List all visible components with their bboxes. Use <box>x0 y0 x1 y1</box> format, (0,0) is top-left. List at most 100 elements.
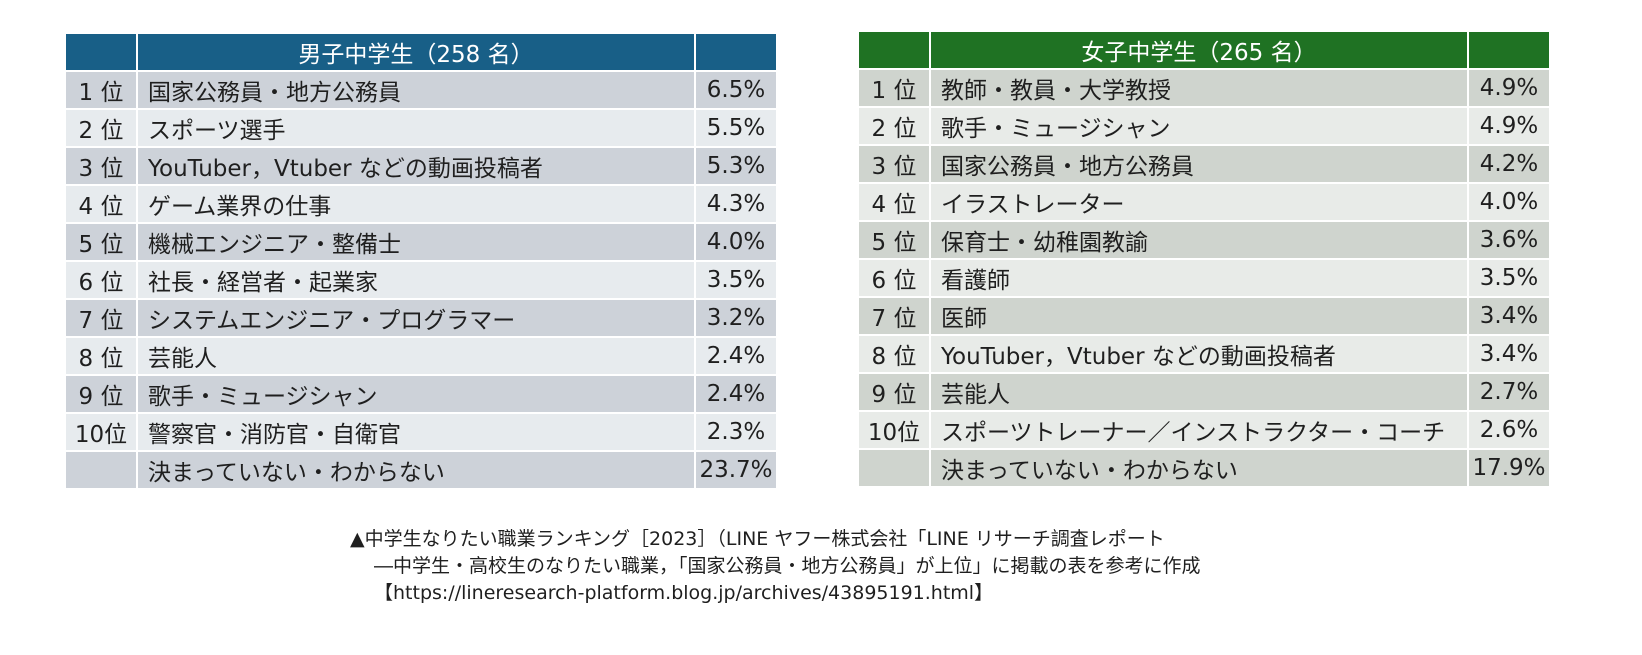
job-name-cell: 芸能人 <box>136 336 696 376</box>
table-header-row: 女子中学生（265 名） <box>857 30 1551 70</box>
job-name-cell: 決まっていない・わからない <box>136 450 696 490</box>
percentage-cell: 6.5% <box>694 70 778 110</box>
table-row: 1 位国家公務員・地方公務員 6.5% <box>64 70 778 110</box>
table-row: 決まっていない・わからない 23.7% <box>64 450 778 490</box>
table-row: 8 位 YouTuber，Vtuber などの動画投稿者 3.4% <box>857 334 1551 374</box>
table-row: 5 位保育士・幼稚園教諭 3.6% <box>857 220 1551 260</box>
table-row: 6 位社長・経営者・起業家 3.5% <box>64 260 778 300</box>
percentage-cell: 4.9% <box>1467 106 1551 146</box>
percentage-cell: 2.4% <box>694 336 778 376</box>
percentage-cell: 2.3% <box>694 412 778 452</box>
rank-cell: 7 位 <box>857 296 931 336</box>
rank-cell: 2 位 <box>64 108 138 148</box>
table-row: 2 位スポーツ選手 5.5% <box>64 108 778 148</box>
table-row: 9 位歌手・ミュージシャン 2.4% <box>64 374 778 414</box>
table-row: 3 位国家公務員・地方公務員 4.2% <box>857 144 1551 184</box>
header-blank-cell <box>64 32 138 72</box>
job-name-cell: システムエンジニア・プログラマー <box>136 298 696 338</box>
percentage-cell: 17.9% <box>1467 448 1551 488</box>
rank-cell: 2 位 <box>857 106 931 146</box>
table-row: 10位 スポーツトレーナー／インストラクター・コーチ 2.6% <box>857 410 1551 450</box>
table-row: 5 位機械エンジニア・整備士 4.0% <box>64 222 778 262</box>
percentage-cell: 4.9% <box>1467 68 1551 108</box>
percentage-cell: 4.2% <box>1467 144 1551 184</box>
table-row: 決まっていない・わからない 17.9% <box>857 448 1551 488</box>
percentage-cell: 3.2% <box>694 298 778 338</box>
rank-cell: 1 位 <box>857 68 931 108</box>
job-name-cell: 社長・経営者・起業家 <box>136 260 696 300</box>
percentage-cell: 2.6% <box>1467 410 1551 450</box>
job-name-cell: 決まっていない・わからない <box>929 448 1469 488</box>
job-name-cell: 保育士・幼稚園教諭 <box>929 220 1469 260</box>
rank-cell: 7 位 <box>64 298 138 338</box>
job-name-cell: 教師・教員・大学教授 <box>929 68 1469 108</box>
rank-cell <box>64 450 138 490</box>
percentage-cell: 2.7% <box>1467 372 1551 412</box>
table-row: 6 位看護師 3.5% <box>857 258 1551 298</box>
rank-cell: 6 位 <box>857 258 931 298</box>
rank-cell: 5 位 <box>64 222 138 262</box>
rank-cell: 4 位 <box>857 182 931 222</box>
rank-cell: 8 位 <box>64 336 138 376</box>
percentage-cell: 3.5% <box>1467 258 1551 298</box>
percentage-cell: 5.3% <box>694 146 778 186</box>
rank-cell: 6 位 <box>64 260 138 300</box>
job-name-cell: 歌手・ミュージシャン <box>929 106 1469 146</box>
table-row: 9 位芸能人 2.7% <box>857 372 1551 412</box>
job-name-cell: 機械エンジニア・整備士 <box>136 222 696 262</box>
job-name-cell: ゲーム業界の仕事 <box>136 184 696 224</box>
boys-table-title: 男子中学生（258 名） <box>136 32 696 72</box>
caption-line-3: 【https://lineresearch-platform.blog.jp/a… <box>374 582 994 604</box>
percentage-cell: 23.7% <box>694 450 778 490</box>
girls-table-body: 1 位教師・教員・大学教授 4.9% 2 位歌手・ミュージシャン 4.9% 3 位国家公… <box>857 68 1551 488</box>
table-row: 1 位教師・教員・大学教授 4.9% <box>857 68 1551 108</box>
rank-cell: 9 位 <box>857 372 931 412</box>
job-name-cell: 芸能人 <box>929 372 1469 412</box>
job-name-cell: 看護師 <box>929 258 1469 298</box>
percentage-cell: 3.4% <box>1467 296 1551 336</box>
header-blank-cell <box>1467 30 1551 70</box>
job-name-cell: YouTuber，Vtuber などの動画投稿者 <box>136 146 696 186</box>
table-row: 7 位医師 3.4% <box>857 296 1551 336</box>
rank-cell <box>857 448 931 488</box>
header-blank-cell <box>694 32 778 72</box>
percentage-cell: 5.5% <box>694 108 778 148</box>
percentage-cell: 4.0% <box>694 222 778 262</box>
job-name-cell: YouTuber，Vtuber などの動画投稿者 <box>929 334 1469 374</box>
rank-cell: 8 位 <box>857 334 931 374</box>
table-row: 8 位芸能人 2.4% <box>64 336 778 376</box>
boys-table-body: 1 位国家公務員・地方公務員 6.5% 2 位スポーツ選手 5.5% 3 位 YouTub… <box>64 70 778 490</box>
job-name-cell: 国家公務員・地方公務員 <box>136 70 696 110</box>
rank-cell: 3 位 <box>857 144 931 184</box>
job-name-cell: イラストレーター <box>929 182 1469 222</box>
girls-table-title: 女子中学生（265 名） <box>929 30 1469 70</box>
table-row: 10位 警察官・消防官・自衛官 2.3% <box>64 412 778 452</box>
job-name-cell: スポーツトレーナー／インストラクター・コーチ <box>929 410 1469 450</box>
caption-line-2: ―中学生・高校生のなりたい職業，「国家公務員・地方公務員」が上位」に掲載の表を参… <box>374 555 1201 577</box>
percentage-cell: 2.4% <box>694 374 778 414</box>
rank-cell: 4 位 <box>64 184 138 224</box>
percentage-cell: 3.6% <box>1467 220 1551 260</box>
rank-cell: 10位 <box>857 410 931 450</box>
rank-cell: 10位 <box>64 412 138 452</box>
percentage-cell: 4.3% <box>694 184 778 224</box>
table-row: 4 位ゲーム業界の仕事 4.3% <box>64 184 778 224</box>
job-name-cell: 国家公務員・地方公務員 <box>929 144 1469 184</box>
percentage-cell: 3.4% <box>1467 334 1551 374</box>
job-name-cell: 医師 <box>929 296 1469 336</box>
rank-cell: 3 位 <box>64 146 138 186</box>
rank-cell: 5 位 <box>857 220 931 260</box>
table-row: 2 位歌手・ミュージシャン 4.9% <box>857 106 1551 146</box>
boys-ranking-table: 男子中学生（258 名） 1 位国家公務員・地方公務員 6.5% 2 位スポーツ選手… <box>64 32 778 490</box>
job-name-cell: 歌手・ミュージシャン <box>136 374 696 414</box>
table-row: 4 位イラストレーター 4.0% <box>857 182 1551 222</box>
source-caption: ▲中学生なりたい職業ランキング［2023］（LINE ヤフー株式会社「LINE … <box>350 526 1201 607</box>
caption-line-1: ▲中学生なりたい職業ランキング［2023］（LINE ヤフー株式会社「LINE … <box>350 528 1165 550</box>
table-row: 3 位 YouTuber，Vtuber などの動画投稿者 5.3% <box>64 146 778 186</box>
percentage-cell: 3.5% <box>694 260 778 300</box>
rank-cell: 1 位 <box>64 70 138 110</box>
percentage-cell: 4.0% <box>1467 182 1551 222</box>
job-name-cell: スポーツ選手 <box>136 108 696 148</box>
girls-ranking-table: 女子中学生（265 名） 1 位教師・教員・大学教授 4.9% 2 位歌手・ミュージ… <box>857 30 1551 488</box>
table-row: 7 位システムエンジニア・プログラマー 3.2% <box>64 298 778 338</box>
